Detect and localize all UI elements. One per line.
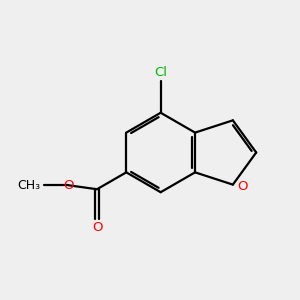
Text: Cl: Cl	[154, 66, 167, 80]
Text: O: O	[92, 221, 102, 234]
Text: O: O	[63, 179, 74, 192]
Text: CH₃: CH₃	[17, 179, 41, 192]
Text: O: O	[237, 180, 247, 193]
